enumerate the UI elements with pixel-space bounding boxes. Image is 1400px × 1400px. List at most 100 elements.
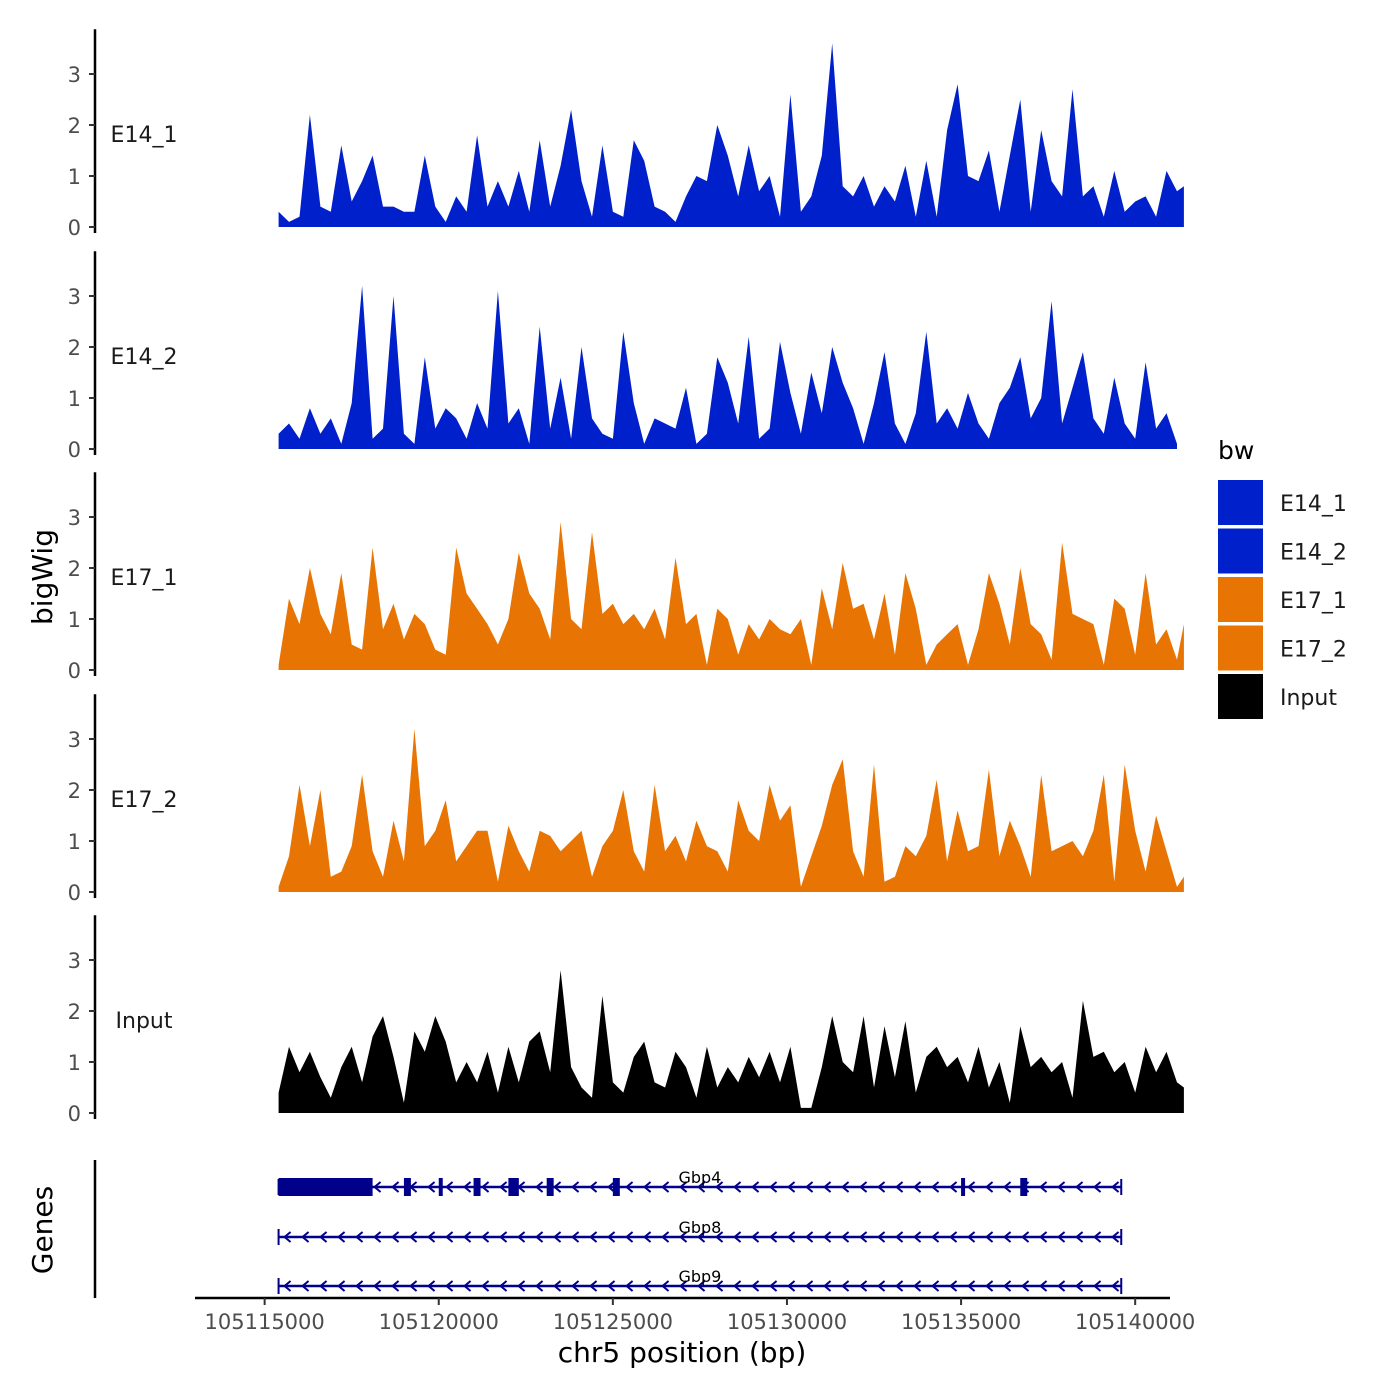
y-tick-label: 1	[68, 165, 81, 189]
strand-chevron	[373, 1231, 382, 1243]
strand-chevron	[535, 1231, 544, 1243]
strand-chevron	[643, 1231, 652, 1243]
strand-chevron	[1075, 1231, 1084, 1243]
y-tick-label: 1	[68, 387, 81, 411]
strand-chevron	[1021, 1231, 1030, 1243]
strand-chevron	[1111, 1231, 1120, 1243]
strand-chevron	[697, 1280, 706, 1292]
strand-chevron	[895, 1280, 904, 1292]
strand-chevron	[571, 1280, 580, 1292]
strand-chevron	[1111, 1181, 1120, 1193]
strand-chevron	[517, 1280, 526, 1292]
x-tick-label: 105130000	[727, 1310, 847, 1334]
strand-chevron	[409, 1280, 418, 1292]
gene-panel: Gbp4 Gbp8 Gbp9	[93, 1160, 1123, 1298]
strand-chevron	[787, 1231, 796, 1243]
strand-chevron	[751, 1231, 760, 1243]
strand-chevron	[391, 1181, 400, 1193]
strand-chevron	[913, 1280, 922, 1292]
strand-chevron	[823, 1231, 832, 1243]
legend: bw E14_1 E14_2 E17_1 E17_2 Input	[1218, 436, 1347, 719]
strand-chevron	[283, 1231, 292, 1243]
strand-chevron	[355, 1231, 364, 1243]
y-tick-label: 0	[68, 881, 81, 905]
strand-chevron	[913, 1231, 922, 1243]
exon	[546, 1178, 554, 1196]
strand-chevron	[463, 1280, 472, 1292]
strand-chevron	[391, 1231, 400, 1243]
y-tick-label: 2	[68, 336, 81, 360]
gene-label: Gbp8	[678, 1218, 721, 1237]
strand-chevron	[517, 1231, 526, 1243]
strand-chevron	[985, 1231, 994, 1243]
coverage-area-E17_1	[278, 522, 1184, 670]
track-E17_1: 0 1 2 3 E17_1	[68, 472, 1184, 683]
strand-chevron	[733, 1280, 742, 1292]
strand-chevron	[805, 1280, 814, 1292]
strand-chevron	[535, 1181, 544, 1193]
y-tick-label: 1	[68, 830, 81, 854]
strand-chevron	[319, 1280, 328, 1292]
strand-chevron	[715, 1280, 724, 1292]
strand-chevron	[337, 1231, 346, 1243]
coverage-area-E14_2	[278, 285, 1178, 449]
strand-chevron	[733, 1181, 742, 1193]
track-label: E17_2	[111, 788, 178, 813]
track-E14_2: 0 1 2 3 E14_2	[68, 251, 1178, 462]
strand-chevron	[571, 1181, 580, 1193]
y-tick-label: 0	[68, 659, 81, 683]
strand-chevron	[1093, 1181, 1102, 1193]
strand-chevron	[985, 1280, 994, 1292]
y-tick-label: 1	[68, 608, 81, 632]
strand-chevron	[1057, 1231, 1066, 1243]
legend-label: E17_1	[1280, 589, 1347, 614]
exon	[508, 1178, 519, 1196]
coverage-area-Input	[278, 970, 1184, 1113]
strand-chevron	[427, 1280, 436, 1292]
track-label: Input	[116, 1009, 173, 1034]
strand-chevron	[1093, 1231, 1102, 1243]
track-label: E17_1	[111, 566, 178, 591]
strand-chevron	[895, 1231, 904, 1243]
x-axis: 105115000 105120000 105125000 105130000 1051…	[195, 1296, 1195, 1334]
strand-chevron	[445, 1280, 454, 1292]
gene-Gbp4: Gbp4	[277, 1168, 1123, 1196]
strand-chevron	[1111, 1280, 1120, 1292]
strand-chevron	[373, 1280, 382, 1292]
strand-chevron	[877, 1280, 886, 1292]
strand-chevron	[769, 1181, 778, 1193]
strand-chevron	[301, 1280, 310, 1292]
strand-chevron	[931, 1231, 940, 1243]
strand-chevron	[679, 1181, 688, 1193]
strand-chevron	[1057, 1181, 1066, 1193]
strand-chevron	[751, 1280, 760, 1292]
strand-chevron	[553, 1231, 562, 1243]
exon	[473, 1178, 481, 1196]
strand-chevron	[877, 1231, 886, 1243]
strand-chevron	[589, 1231, 598, 1243]
strand-chevron	[463, 1181, 472, 1193]
legend-label: E14_1	[1280, 492, 1347, 517]
strand-chevron	[931, 1280, 940, 1292]
exon	[961, 1178, 966, 1196]
legend-swatch-E14_1	[1218, 480, 1263, 525]
x-tick-label: 105140000	[1075, 1310, 1195, 1334]
strand-chevron	[553, 1181, 562, 1193]
strand-chevron	[841, 1181, 850, 1193]
strand-chevron	[715, 1181, 724, 1193]
strand-chevron	[949, 1280, 958, 1292]
strand-chevron	[769, 1231, 778, 1243]
strand-chevron	[751, 1181, 760, 1193]
y-tick-label: 0	[68, 438, 81, 462]
strand-chevron	[463, 1231, 472, 1243]
strand-chevron	[805, 1231, 814, 1243]
strand-chevron	[607, 1231, 616, 1243]
strand-chevron	[859, 1280, 868, 1292]
strand-chevron	[949, 1181, 958, 1193]
gene-Gbp9: Gbp9	[277, 1267, 1123, 1294]
strand-chevron	[445, 1181, 454, 1193]
strand-chevron	[787, 1181, 796, 1193]
y-tick-label: 2	[68, 779, 81, 803]
strand-chevron	[967, 1231, 976, 1243]
